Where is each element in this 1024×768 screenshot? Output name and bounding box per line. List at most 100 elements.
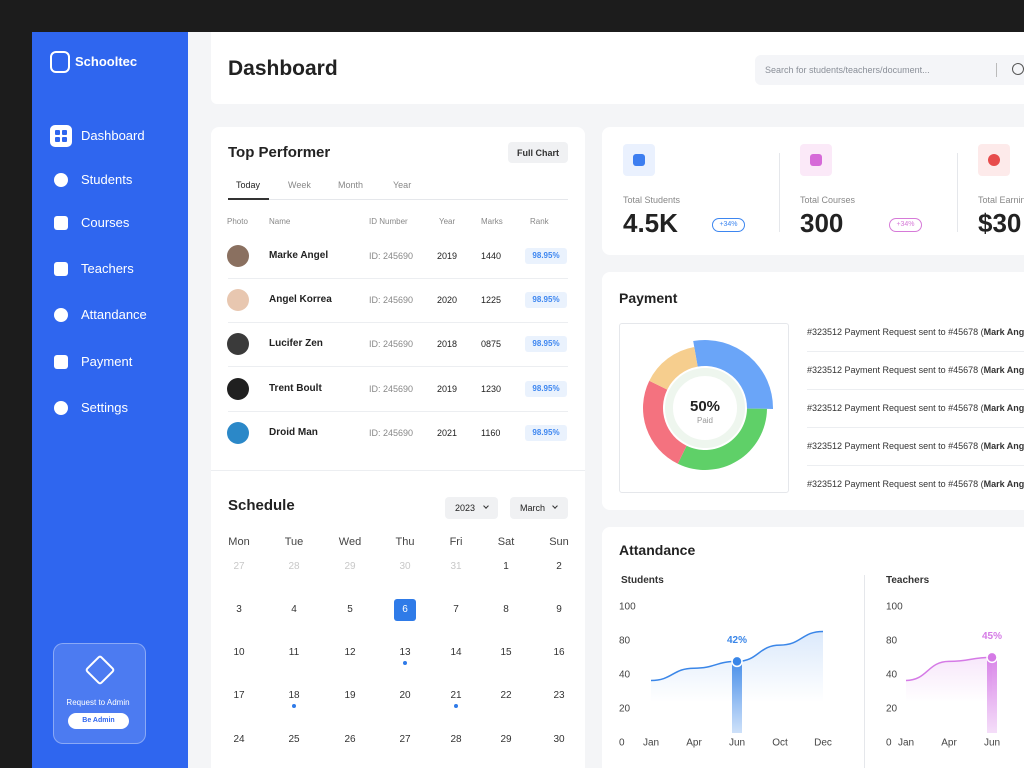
calendar-day[interactable]: 16 [553,647,565,658]
calendar-day[interactable]: 30 [399,561,411,572]
calendar-day[interactable]: 4 [291,604,297,615]
search-placeholder[interactable]: Search for students/teachers/document... [765,65,930,75]
search-divider [996,63,997,77]
calendar-day[interactable]: 20 [399,690,411,701]
calendar-day[interactable]: 15 [500,647,512,658]
tab[interactable]: Today [236,180,261,190]
month-value[interactable]: March [520,503,546,513]
calendar-day[interactable]: 14 [450,647,462,658]
avatar [227,333,249,355]
calendar-day[interactable]: 29 [344,561,356,572]
full-chart-label[interactable]: Full Chart [517,148,559,158]
calendar-day[interactable]: 11 [288,647,300,658]
calendar-day[interactable]: 27 [233,561,245,572]
payment-request: #323512 Payment Request sent to #45678 (… [807,476,1024,492]
calendar-day[interactable]: 6 [402,604,408,615]
calendar-day[interactable]: 13 [399,647,411,658]
menu-label[interactable]: Payment [81,354,133,369]
calendar-day[interactable]: 30 [553,734,565,745]
calendar-day[interactable]: 3 [236,604,242,615]
calendar-day[interactable]: 27 [399,734,411,745]
calendar-day[interactable]: 28 [288,561,300,572]
stat-value: $30 [978,208,1022,238]
calendar-day[interactable]: 10 [233,647,245,658]
performer-marks: 1230 [481,384,502,394]
request-name: Mark Ang [983,403,1024,413]
menu-label[interactable]: Settings [81,400,128,415]
calendar-day[interactable]: 17 [233,690,245,701]
calendar-day[interactable]: 18 [288,690,300,701]
calendar-day[interactable]: 24 [233,734,245,745]
calendar-day[interactable]: 8 [503,604,509,615]
weekday: Fri [449,536,463,548]
event-dot [292,704,296,708]
calendar-day[interactable]: 7 [453,604,459,615]
calendar-day[interactable]: 28 [450,734,462,745]
performer-year: 2021 [437,428,458,438]
stat-change: +34% [719,221,738,228]
tab[interactable]: Month [338,180,364,190]
menu-icon [54,216,68,230]
year-value[interactable]: 2023 [455,503,476,513]
request-name: Mark Ang [983,327,1024,337]
calendar-day[interactable]: 26 [344,734,356,745]
weekday: Thu [395,536,415,548]
search-box[interactable] [755,55,1024,85]
payment-request: #323512 Payment Request sent to #45678 (… [807,400,1024,416]
performer-year: 2019 [437,251,458,261]
menu-label[interactable]: Attandance [81,307,147,322]
menu-icon [54,401,68,415]
performer-name: Angel Korrea [269,294,332,305]
chart-title: Students [621,575,664,586]
stat-glyph [810,154,822,166]
page-title: Dashboard [228,57,338,80]
weekday: Sun [549,536,569,548]
month-select[interactable] [510,497,568,519]
calendar-day[interactable]: 31 [450,561,462,572]
calendar-day[interactable]: 21 [450,690,462,701]
calendar-day[interactable]: 25 [288,734,300,745]
full-chart-button[interactable] [508,142,568,163]
weekday: Wed [338,536,362,548]
calendar-day[interactable]: 5 [347,604,353,615]
calendar-day[interactable]: 19 [344,690,356,701]
performer-id: ID: 245690 [369,384,414,394]
calendar-day[interactable]: 1 [503,561,509,572]
stat-label: Total Earnin [978,195,1024,205]
calendar-day[interactable]: 22 [500,690,512,701]
calendar-day[interactable]: 23 [553,690,565,701]
card-title: Schedule [228,497,295,514]
row-divider [228,322,568,323]
rank-chip [525,425,567,441]
promo-button [68,713,129,729]
icon-cell [62,130,67,135]
request-text: #323512 Payment Request sent to #45678 ( [807,441,984,451]
menu-label[interactable]: Teachers [81,261,134,276]
column-header: Year [439,217,456,226]
request-divider [807,351,1024,352]
menu-label[interactable]: Dashboard [81,128,145,143]
menu-label[interactable]: Courses [81,215,130,230]
request-text: #323512 Payment Request sent to #45678 ( [807,365,984,375]
rank-chip [525,292,567,308]
calendar-day[interactable]: 29 [500,734,512,745]
promo-button-label[interactable]: Be Admin [82,717,115,724]
request-name: Mark Ang [983,479,1024,489]
performer-rank: 98.95% [532,428,560,437]
stat-value: 300 [800,208,844,238]
card-divider [211,470,585,471]
tab[interactable]: Year [393,180,412,190]
menu-label[interactable]: Students [81,172,133,187]
performer-id: ID: 245690 [369,295,414,305]
icon-cell [55,130,60,135]
payment-request: #323512 Payment Request sent to #45678 (… [807,324,1024,340]
calendar-day[interactable]: 9 [556,604,562,615]
chart-divider [864,575,865,768]
calendar-day[interactable]: 2 [556,561,562,572]
calendar-day[interactable]: 12 [344,647,356,658]
performer-marks: 0875 [481,339,502,349]
year-select[interactable] [445,497,498,519]
change-chip [712,218,745,232]
performer-marks: 1440 [481,251,502,261]
tab[interactable]: Week [288,180,311,190]
